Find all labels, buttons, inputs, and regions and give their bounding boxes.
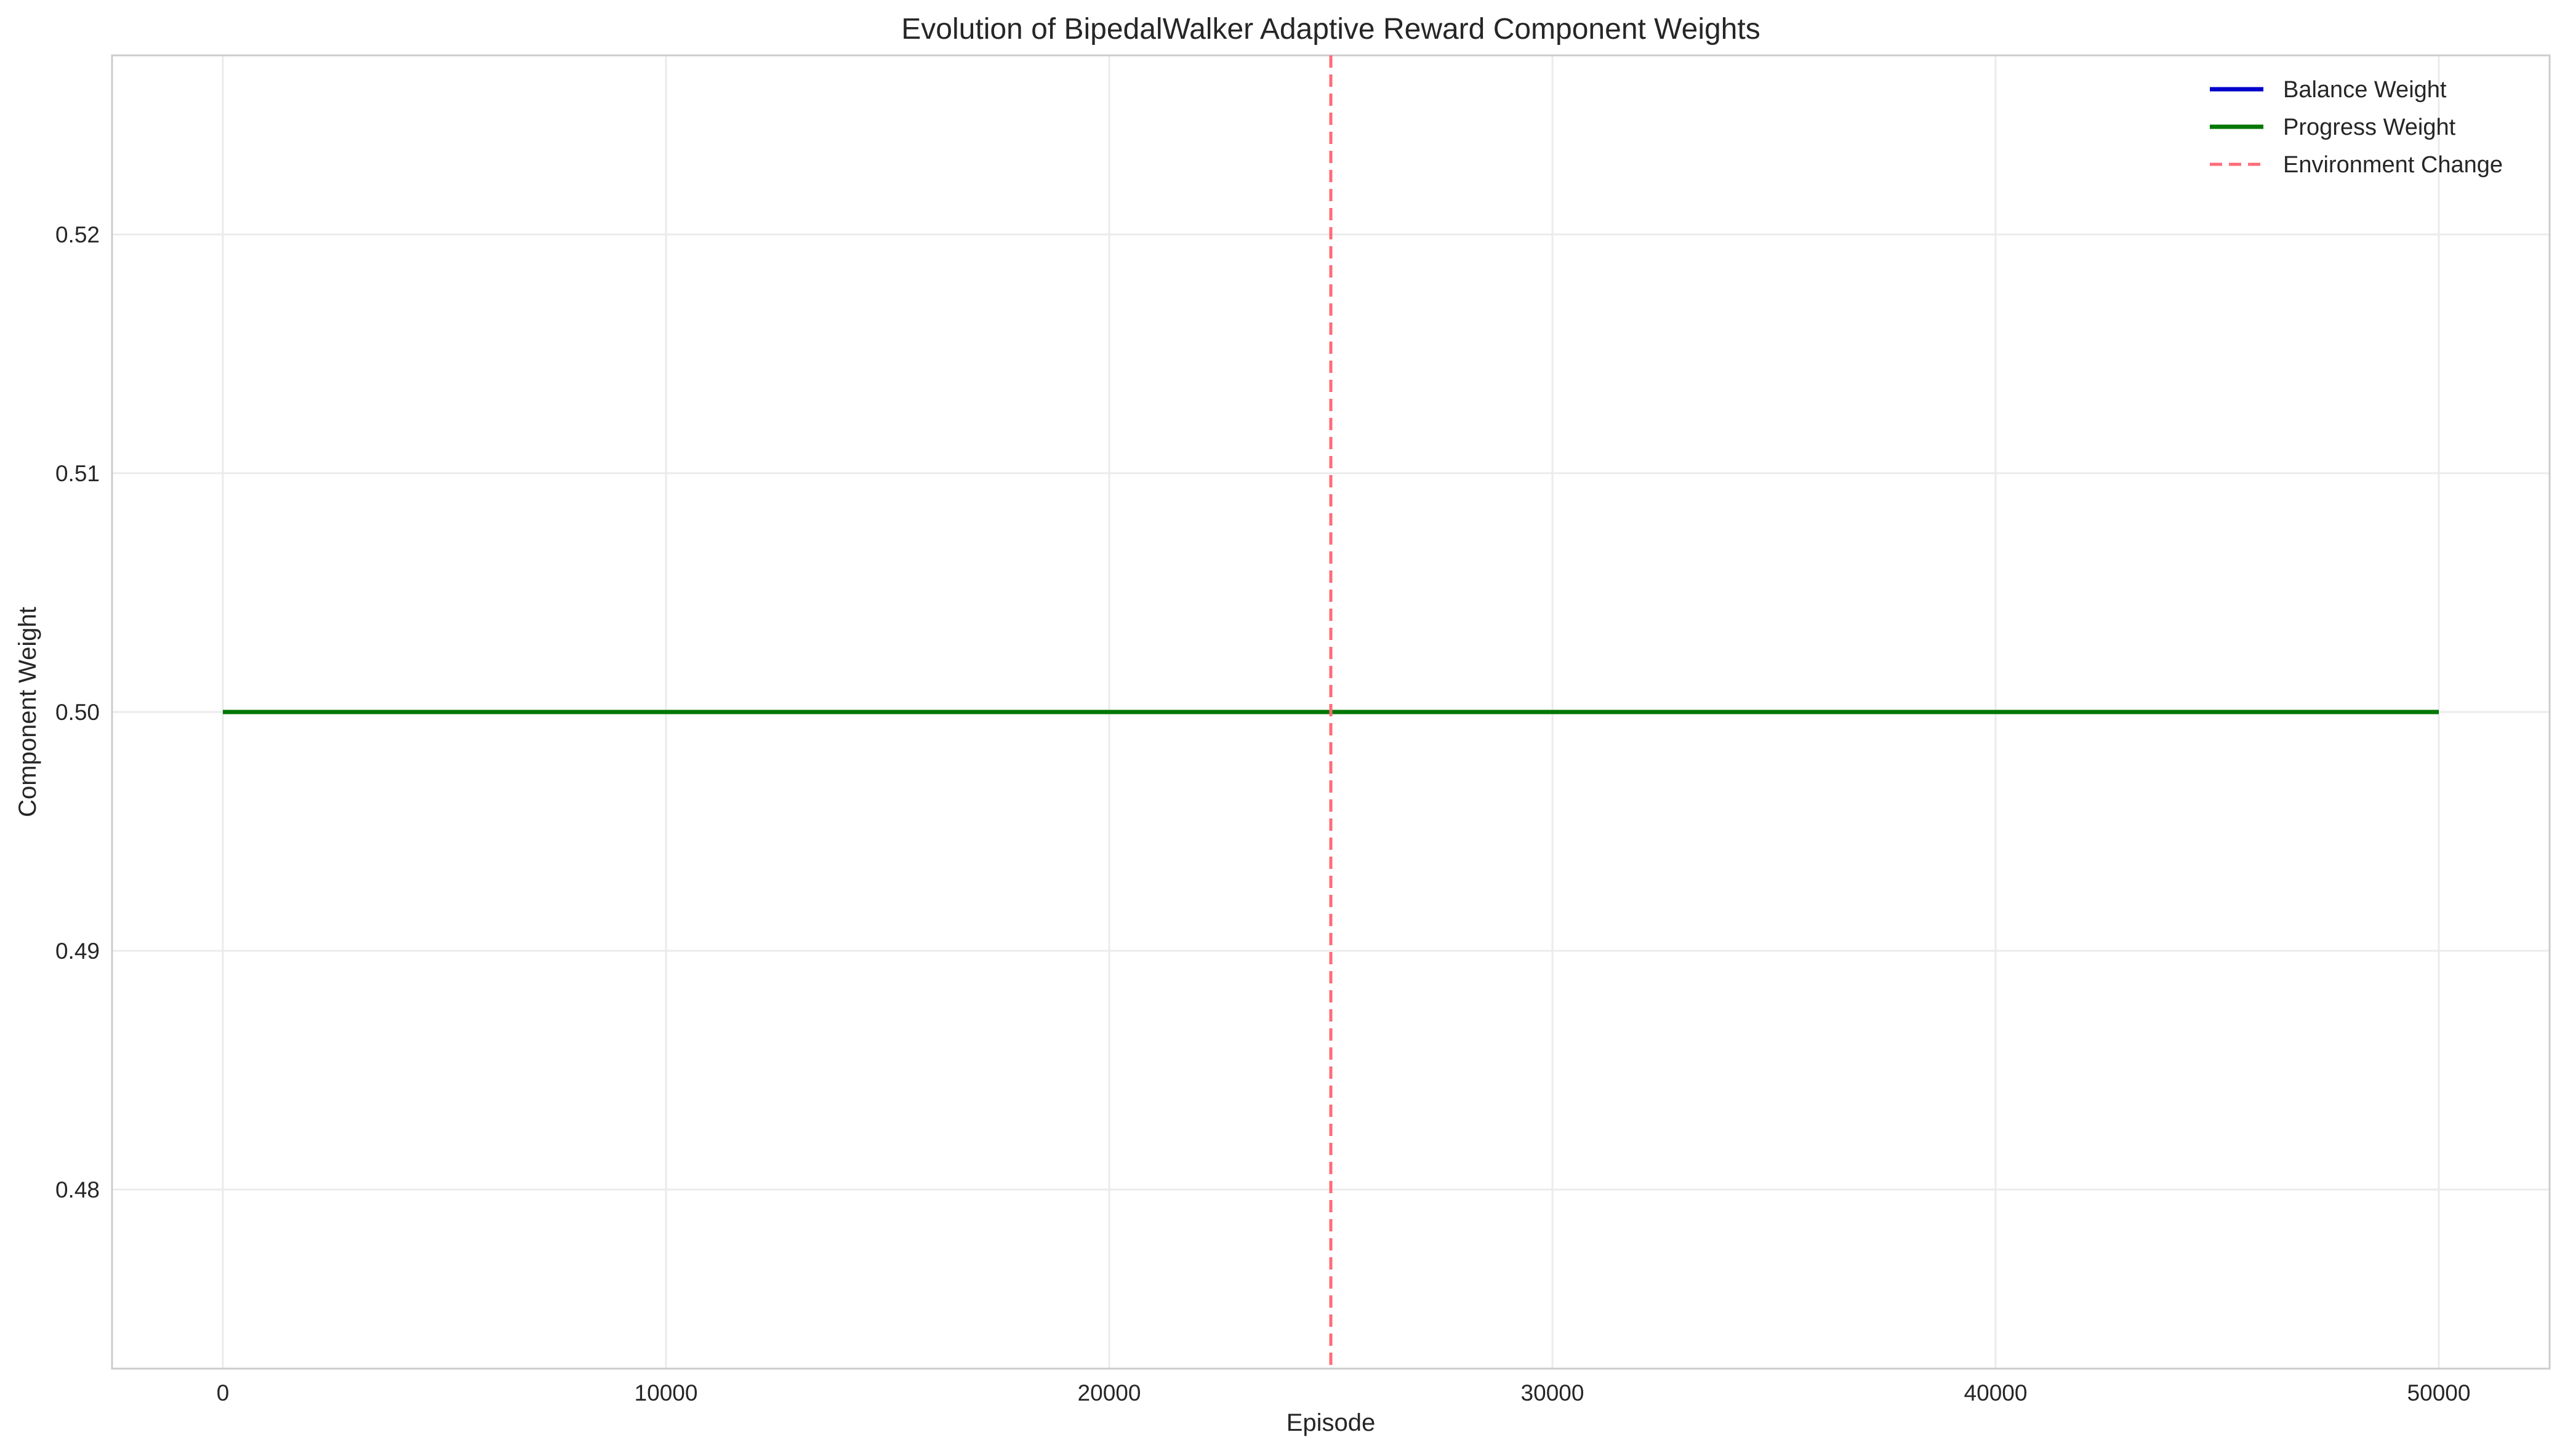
chart-title: Evolution of BipedalWalker Adaptive Rewa…: [901, 13, 1760, 46]
x-axis-label: Episode: [1287, 1409, 1376, 1436]
legend: Balance Weight Progress Weight Environment…: [2210, 77, 2503, 178]
y-tick-label: 0.52: [55, 222, 100, 247]
x-axis-ticks: 0 10000 20000 30000 40000 50000: [217, 1380, 2471, 1406]
legend-label: Environment Change: [2283, 152, 2503, 178]
x-tick-label: 30000: [1521, 1380, 1584, 1406]
y-tick-label: 0.50: [55, 700, 100, 725]
y-tick-label: 0.49: [55, 938, 100, 964]
legend-label: Progress Weight: [2283, 114, 2456, 140]
x-tick-label: 10000: [635, 1380, 698, 1406]
x-tick-label: 50000: [2407, 1380, 2471, 1406]
y-axis-label: Component Weight: [14, 607, 41, 817]
y-tick-label: 0.51: [55, 461, 100, 486]
legend-label: Balance Weight: [2283, 77, 2447, 103]
y-axis-ticks: 0.48 0.49 0.50 0.51 0.52: [55, 222, 100, 1202]
x-tick-label: 20000: [1078, 1380, 1141, 1406]
x-tick-label: 40000: [1964, 1380, 2028, 1406]
y-tick-label: 0.48: [55, 1177, 100, 1202]
x-tick-label: 0: [217, 1380, 230, 1406]
